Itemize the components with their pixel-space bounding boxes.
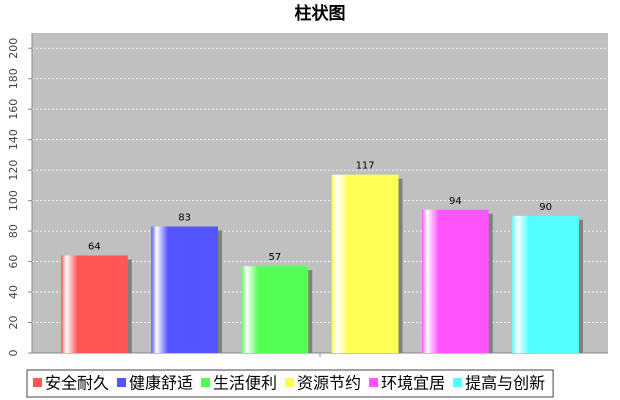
value-label: 94 xyxy=(449,196,462,207)
legend-label: 安全耐久 xyxy=(45,374,109,393)
legend-swatch xyxy=(285,378,295,387)
y-tick-label: 80 xyxy=(7,224,20,238)
y-tick-label: 120 xyxy=(7,160,20,181)
legend-swatch xyxy=(201,378,211,387)
value-label: 64 xyxy=(88,241,101,252)
bar xyxy=(421,209,489,353)
bar xyxy=(241,266,309,353)
bar xyxy=(151,226,219,353)
legend-swatch xyxy=(453,378,463,387)
bar xyxy=(512,215,579,353)
y-tick-label: 0 xyxy=(7,350,20,357)
y-tick-label: 60 xyxy=(7,255,20,269)
legend-label: 环境宜居 xyxy=(381,374,445,393)
value-label: 83 xyxy=(178,213,191,224)
y-tick-label: 100 xyxy=(7,190,20,211)
legend-label: 资源节约 xyxy=(297,374,361,393)
legend-swatch xyxy=(117,378,127,387)
value-label: 117 xyxy=(356,161,375,172)
y-tick-label: 140 xyxy=(7,129,20,150)
legend-label: 生活便利 xyxy=(213,374,277,393)
y-tick-label: 200 xyxy=(7,38,20,59)
legend-label: 健康舒适 xyxy=(129,374,193,393)
bar xyxy=(331,174,399,353)
y-tick-label: 160 xyxy=(7,99,20,120)
legend-swatch xyxy=(33,378,42,387)
value-label: 57 xyxy=(269,252,282,263)
legend-label: 提高与创新 xyxy=(465,374,545,393)
value-label: 90 xyxy=(539,202,552,213)
bar xyxy=(61,255,128,353)
y-tick-label: 180 xyxy=(7,68,20,89)
legend-swatch xyxy=(369,378,379,387)
chart-title: 柱状图 xyxy=(295,3,346,24)
y-tick-label: 40 xyxy=(7,285,20,299)
y-tick-label: 20 xyxy=(7,316,20,330)
